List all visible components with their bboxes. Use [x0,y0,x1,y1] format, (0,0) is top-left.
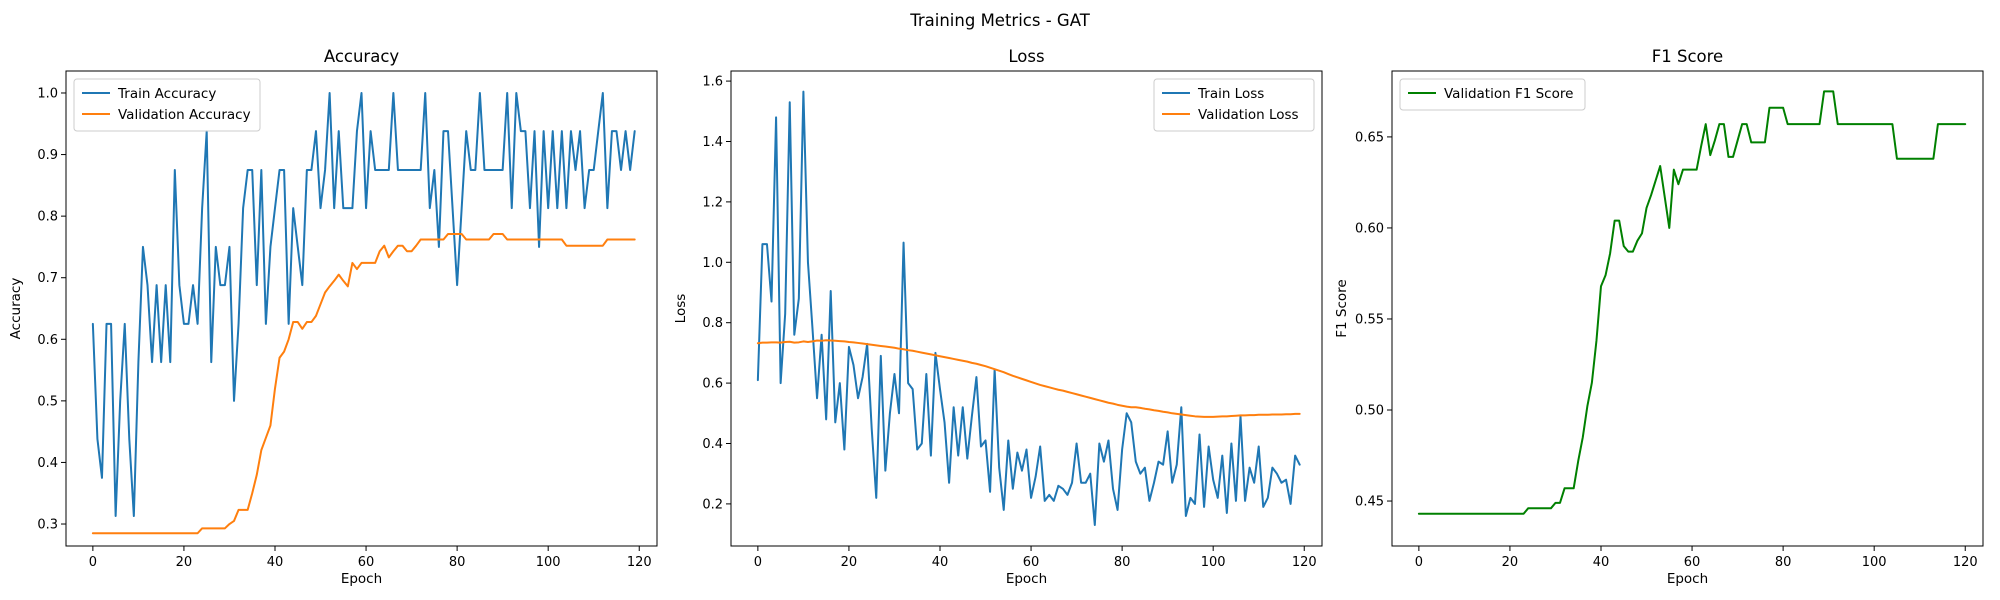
y-tick-label: 1.0 [702,256,723,271]
validation-loss-line [756,339,1301,418]
y-axis-label: Accuracy [8,278,24,340]
x-axis-label: Epoch [1667,571,1708,587]
plot-frame [65,70,658,547]
y-axis-label: Loss [673,294,689,324]
y-tick-label: 0.6 [37,333,58,348]
x-tick-label: 0 [1415,555,1423,570]
legend: Train Accuracy Validation Accuracy [73,78,261,132]
x-tick-label: 100 [536,555,561,570]
legend-label: Validation F1 Score [1444,86,1573,102]
x-tick-label: 80 [1114,555,1131,570]
legend-label: Validation Loss [1198,107,1299,123]
x-tick-label: 40 [932,555,949,570]
plot-frame [730,70,1323,547]
legend-box [1399,78,1586,111]
x-tick-label: 20 [176,555,193,570]
accuracy-chart: 0 20 40 60 80 100 120 0.3 0.4 0.5 0.6 0.7 0.8 0.9 1.0 A… [8,47,658,587]
x-tick-label: 120 [1953,555,1978,570]
y-tick-label: 0.3 [37,518,58,533]
y-tick-label: 1.4 [702,135,723,150]
x-tick-label: 60 [358,555,375,570]
x-tick-label: 40 [1593,555,1610,570]
y-tick-label: 1.2 [702,195,723,210]
y-tick-label: 0.8 [37,210,58,225]
panels: 0 20 40 60 80 100 120 0.3 0.4 0.5 0.6 0.7 0.8 0.9 1.0 A… [8,47,1984,587]
y-tick-label: 0.45 [1355,495,1384,510]
x-tick-label: 120 [1292,555,1317,570]
x-tick-label: 60 [1023,555,1040,570]
f1-score-chart: 0 20 40 60 80 100 120 0.45 0.50 0.55 0.60 0.65 F1 Sc… [1334,47,1984,587]
legend: Validation F1 Score [1399,78,1586,111]
y-tick-label: 1.0 [37,86,58,101]
validation-f1-score-line [1417,90,1967,515]
y-axis-label: F1 Score [1334,279,1350,337]
x-tick-label: 40 [267,555,284,570]
plot-frame [1391,70,1984,547]
y-tick-label: 0.9 [37,148,58,163]
y-tick-label: 1.6 [702,75,723,90]
legend-box [73,78,261,132]
x-axis-label: Epoch [1006,571,1047,587]
x-tick-label: 100 [1862,555,1887,570]
train-loss-line [756,90,1301,527]
x-tick-label: 0 [89,555,97,570]
y-tick-label: 0.6 [702,377,723,392]
figure-title: Training Metrics - GAT [909,11,1090,30]
x-tick-label: 20 [841,555,858,570]
y-tick-label: 0.5 [37,394,58,409]
legend-label: Train Loss [1197,86,1264,102]
legend-label: Validation Accuracy [118,107,251,123]
x-tick-label: 0 [754,555,762,570]
x-tick-label: 20 [1502,555,1519,570]
x-axis-label: Epoch [341,571,382,587]
chart-title: Accuracy [324,47,400,66]
train-accuracy-line [91,91,636,518]
legend-box [1153,78,1315,132]
y-tick-label: 0.50 [1355,403,1384,418]
x-tick-label: 80 [1775,555,1792,570]
x-tick-label: 80 [449,555,466,570]
validation-accuracy-line [91,232,636,535]
y-tick-label: 0.4 [702,437,723,452]
y-tick-label: 0.2 [702,497,723,512]
y-tick-label: 0.60 [1355,221,1384,236]
legend: Train Loss Validation Loss [1153,78,1315,132]
legend-label: Train Accuracy [117,86,216,102]
y-tick-label: 0.4 [37,456,58,471]
y-tick-label: 0.65 [1355,130,1384,145]
y-tick-label: 0.8 [702,316,723,331]
x-tick-label: 120 [627,555,652,570]
x-tick-label: 60 [1684,555,1701,570]
chart-title: Loss [1008,47,1044,66]
y-tick-label: 0.55 [1355,312,1384,327]
x-tick-label: 100 [1201,555,1226,570]
loss-chart: 0 20 40 60 80 100 120 0.2 0.4 0.6 0.8 1.0 1.2 1.4 1.6 L… [673,47,1323,587]
y-tick-label: 0.7 [37,271,58,286]
chart-title: F1 Score [1652,47,1723,66]
